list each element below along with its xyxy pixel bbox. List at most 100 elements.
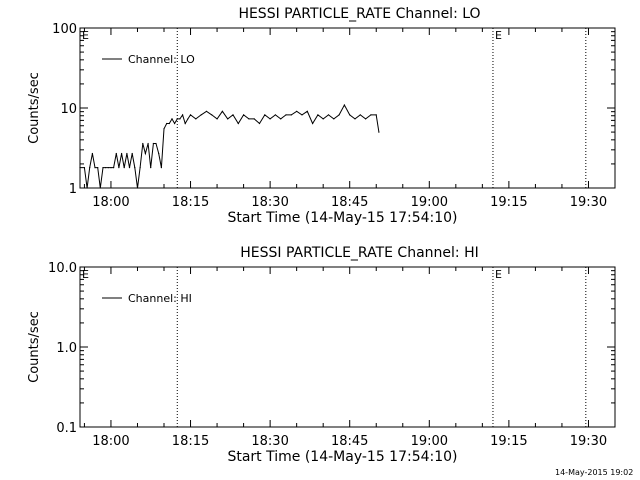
panel1-data-point — [79, 167, 81, 169]
panel1-data-point — [306, 110, 308, 112]
panel2-plot-frame — [79, 266, 616, 428]
panel2-marker-label: E — [495, 268, 502, 281]
panel1-x-tick-label: 19:00 — [411, 195, 448, 210]
panel1-data-point — [115, 152, 117, 155]
panel1-x-tick-label: 18:30 — [251, 195, 288, 210]
panel1-series-line — [80, 103, 380, 189]
panel1-data-point — [312, 122, 314, 125]
panel1-y-axis-label: Counts/sec — [27, 72, 42, 144]
panel1-marker-label: E — [495, 29, 502, 42]
panel1-data-point — [97, 167, 99, 169]
panel1-data-point — [99, 187, 101, 189]
panel1-data-point — [155, 142, 157, 145]
panel2-edge-label: E — [82, 268, 89, 281]
panel2-x-tick-label: 18:30 — [251, 434, 288, 449]
panel1-data-point — [359, 114, 361, 116]
panel2-x-tick-label: 19:15 — [490, 434, 527, 449]
panel1-data-point — [248, 118, 250, 120]
panel1-data-point — [118, 167, 120, 169]
panel1-data-point — [317, 114, 319, 116]
panel1-data-point — [160, 167, 162, 169]
panel1-x-tick-label: 19:30 — [570, 195, 607, 210]
panel1-legend-label: Channel: LO — [128, 53, 195, 66]
panel2-x-tick-label: 18:00 — [92, 434, 129, 449]
panel1-data-point — [174, 122, 176, 125]
panel1-y-tick-label: 10 — [60, 102, 77, 117]
panel1-data-point — [83, 167, 85, 169]
panel1-data-point — [327, 114, 330, 116]
panel1-data-point — [113, 167, 115, 169]
panel1-data-point — [237, 122, 239, 125]
panel2-x-tick-label: 18:15 — [172, 434, 209, 449]
panel1-data-point — [144, 152, 146, 155]
panel1-x-tick-label: 18:00 — [92, 195, 129, 210]
panel1-data-point — [354, 118, 356, 120]
panel2-x-tick-label: 18:45 — [331, 434, 368, 449]
footer-timestamp: 14-May-2015 19:02 — [555, 468, 634, 477]
panel2-y-tick-label: 1.0 — [56, 341, 77, 356]
panel2-x-axis-label: Start Time (14-May-15 17:54:10) — [227, 449, 457, 465]
panel1-x-tick-label: 18:15 — [172, 195, 209, 210]
panel1-data-point — [134, 167, 136, 169]
panel1-data-point — [163, 128, 165, 130]
panel1-y-tick-label: 1 — [69, 182, 77, 197]
panel1-data-point — [182, 114, 184, 116]
panel1-data-point — [232, 114, 234, 116]
panel1-data-point — [150, 167, 152, 169]
panel1-data-point — [187, 118, 189, 120]
panel2-legend-label: Channel: HI — [128, 292, 192, 305]
panel1-data-point — [142, 142, 144, 145]
panel1-data-point — [269, 118, 271, 120]
panel2-y-axis-label: Counts/sec — [27, 311, 42, 383]
panel1-data-point — [322, 118, 324, 120]
panel1-data-point — [189, 114, 192, 116]
panel1-data-point — [168, 122, 170, 125]
panel1-data-point — [243, 114, 245, 116]
panel1-y-tick-label: 100 — [52, 22, 77, 37]
panel1-data-point — [205, 110, 208, 112]
panel2-x-tick-label: 19:30 — [570, 434, 607, 449]
panel1-data-point — [290, 114, 292, 116]
panel1-data-point — [126, 152, 128, 155]
panel1-data-point — [227, 118, 229, 120]
panel2-x-tick-label: 19:00 — [411, 434, 448, 449]
panel1-data-point — [136, 187, 139, 189]
panel2-y-tick-label: 10.0 — [48, 261, 77, 276]
panel1-data-point — [128, 167, 131, 169]
panel1-data-point — [333, 118, 335, 120]
panel1-data-point — [121, 152, 123, 155]
panel1-data-point — [338, 114, 340, 116]
panel1-data-point — [211, 114, 213, 116]
panel1-data-point — [102, 167, 104, 169]
panel1-data-point — [110, 167, 112, 169]
panel1-data-point — [184, 122, 186, 125]
panel1-x-tick-label: 19:15 — [490, 195, 527, 210]
panel1-data-point — [195, 118, 197, 120]
panel1-data-point — [375, 114, 377, 116]
panel1-data-point — [258, 122, 261, 125]
panel1-chart: HESSI PARTICLE_RATE Channel: LO E E 18:00 18… — [27, 6, 616, 226]
panel1-data-point — [171, 118, 173, 120]
panel1-data-point — [94, 167, 96, 169]
panel1-data-point — [365, 118, 367, 120]
panel1-data-point — [105, 167, 107, 169]
panel1-data-point — [139, 167, 141, 169]
panel1-edge-label: E — [82, 29, 89, 42]
panel1-data-point — [378, 131, 380, 133]
panel1-data-point — [343, 104, 345, 106]
panel1-data-point — [123, 167, 125, 169]
panel2-y-tick-label: 0.1 — [56, 421, 77, 436]
panel1-data-point — [86, 187, 88, 189]
panel1-data-point — [176, 118, 178, 120]
panel1-data-point — [349, 114, 351, 116]
panel1-data-point — [264, 114, 266, 116]
panel2-title: HESSI PARTICLE_RATE Channel: HI — [240, 245, 478, 261]
panel1-data-point — [285, 114, 287, 116]
panel1-data-point — [296, 110, 298, 112]
panel1-data-point — [147, 142, 149, 145]
panel1-x-tick-label: 18:45 — [331, 195, 368, 210]
panel1-data-point — [274, 114, 276, 116]
panel1-data-point — [179, 118, 181, 120]
panel1-data-point — [221, 110, 223, 112]
